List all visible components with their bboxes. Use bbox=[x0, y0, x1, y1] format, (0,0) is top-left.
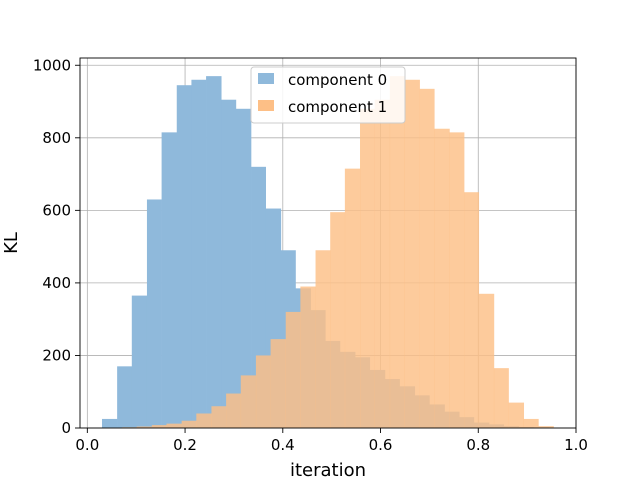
bar-series1-10 bbox=[255, 355, 271, 428]
y-tick-label-4: 800 bbox=[42, 129, 71, 147]
bar-series0-0 bbox=[101, 418, 118, 428]
bar-series1-25 bbox=[478, 293, 495, 428]
bar-series0-7 bbox=[206, 76, 222, 428]
bar-series1-3 bbox=[151, 425, 167, 428]
bar-series0-8 bbox=[221, 99, 237, 428]
bar-series1-21 bbox=[419, 88, 435, 428]
y-axis-title: KL bbox=[1, 232, 22, 254]
bar-series1-16 bbox=[344, 168, 361, 428]
bar-series1-22 bbox=[434, 128, 450, 428]
y-tick-label-3: 600 bbox=[42, 201, 71, 219]
bar-series1-2 bbox=[136, 426, 153, 428]
bar-series1-6 bbox=[196, 413, 212, 428]
x-axis-title: iteration bbox=[290, 460, 366, 480]
legend-swatch-component-1 bbox=[258, 100, 274, 111]
y-tick-label-1: 200 bbox=[42, 346, 71, 364]
bar-series1-15 bbox=[330, 212, 346, 428]
bar-series1-28 bbox=[523, 418, 539, 428]
bar-series0-9 bbox=[235, 108, 252, 429]
bar-series1-8 bbox=[226, 393, 242, 428]
legend-label-component-1: component 1 bbox=[288, 98, 387, 116]
series-component-1 bbox=[106, 76, 554, 429]
bar-series1-9 bbox=[240, 375, 257, 428]
x-tick-label-1: 0.2 bbox=[173, 436, 197, 454]
bar-series1-18 bbox=[374, 99, 391, 428]
bar-series1-17 bbox=[360, 108, 375, 429]
bar-series1-13 bbox=[300, 286, 316, 428]
bar-series1-11 bbox=[270, 339, 287, 428]
bar-series1-23 bbox=[449, 132, 465, 429]
y-axis: 0 200 400 600 800 1000 bbox=[33, 56, 80, 437]
plot-frame bbox=[79, 57, 577, 429]
x-tick-label-0: 0.0 bbox=[75, 436, 99, 454]
bar-series1-19 bbox=[389, 76, 405, 428]
y-tick-label-2: 400 bbox=[42, 274, 71, 292]
bar-series1-7 bbox=[211, 406, 227, 428]
bar-series1-24 bbox=[464, 192, 480, 428]
legend: component 0 component 1 bbox=[250, 66, 406, 124]
bar-series1-26 bbox=[493, 368, 509, 428]
y-tick-label-5: 1000 bbox=[33, 56, 71, 74]
bar-series0-2 bbox=[131, 295, 148, 428]
y-tick-label-0: 0 bbox=[61, 419, 71, 437]
x-tick-label-5: 1.0 bbox=[564, 436, 588, 454]
bar-series0-5 bbox=[176, 85, 192, 429]
legend-label-component-0: component 0 bbox=[288, 71, 387, 89]
bar-series1-14 bbox=[315, 250, 331, 428]
bar-series1-5 bbox=[181, 420, 197, 428]
legend-swatch-component-0 bbox=[258, 73, 274, 84]
bar-series1-20 bbox=[404, 79, 420, 428]
bar-series1-4 bbox=[166, 423, 182, 428]
bar-series1-29 bbox=[538, 426, 554, 428]
bar-series1-12 bbox=[285, 311, 301, 428]
x-tick-label-4: 0.8 bbox=[466, 436, 490, 454]
x-tick-label-3: 0.6 bbox=[369, 436, 393, 454]
bar-series1-27 bbox=[508, 402, 525, 428]
bar-series0-3 bbox=[146, 199, 162, 428]
legend-box bbox=[250, 66, 406, 124]
bar-series0-1 bbox=[117, 366, 133, 428]
x-axis: 0.0 0.2 0.4 0.6 0.8 1.0 bbox=[75, 428, 588, 454]
x-tick-label-2: 0.4 bbox=[271, 436, 295, 454]
bar-series0-4 bbox=[161, 132, 178, 429]
bar-series0-6 bbox=[191, 79, 207, 428]
